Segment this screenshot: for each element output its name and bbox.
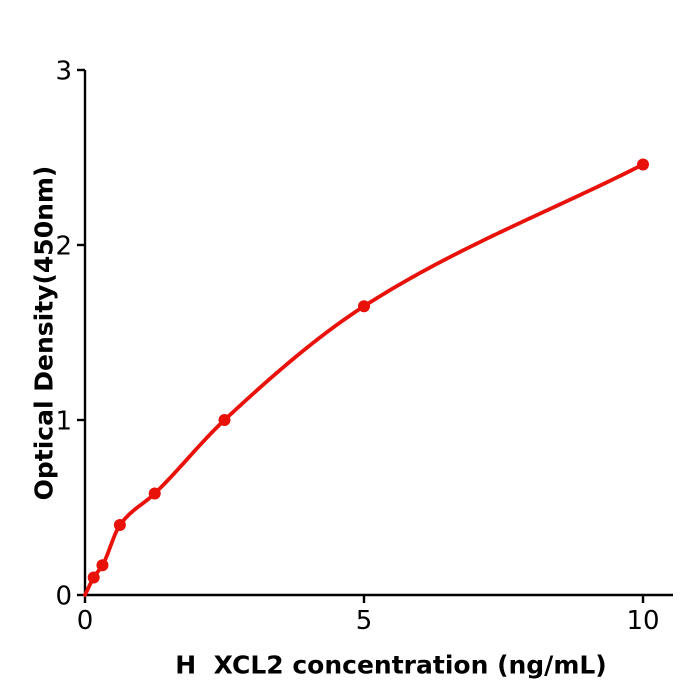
data-point bbox=[637, 158, 649, 171]
data-point bbox=[87, 571, 100, 584]
y-tick-label: 0 bbox=[55, 582, 72, 612]
x-tick-label: 5 bbox=[356, 606, 373, 636]
y-tick-label: 1 bbox=[55, 407, 72, 437]
y-tick-label: 3 bbox=[55, 57, 72, 87]
data-point bbox=[96, 559, 109, 572]
x-tick-label: 10 bbox=[626, 606, 659, 636]
y-axis-label: Optical Density(450nm) bbox=[29, 165, 59, 501]
data-point bbox=[218, 414, 231, 426]
data-point bbox=[148, 487, 161, 500]
y-tick-label: 2 bbox=[55, 232, 72, 262]
x-tick-label: 0 bbox=[77, 606, 94, 636]
data-point bbox=[358, 300, 370, 313]
data-point bbox=[113, 519, 126, 531]
standard-curve-line bbox=[83, 162, 645, 597]
x-axis-label: H XCL2 concentration (ng/mL) bbox=[175, 650, 607, 680]
